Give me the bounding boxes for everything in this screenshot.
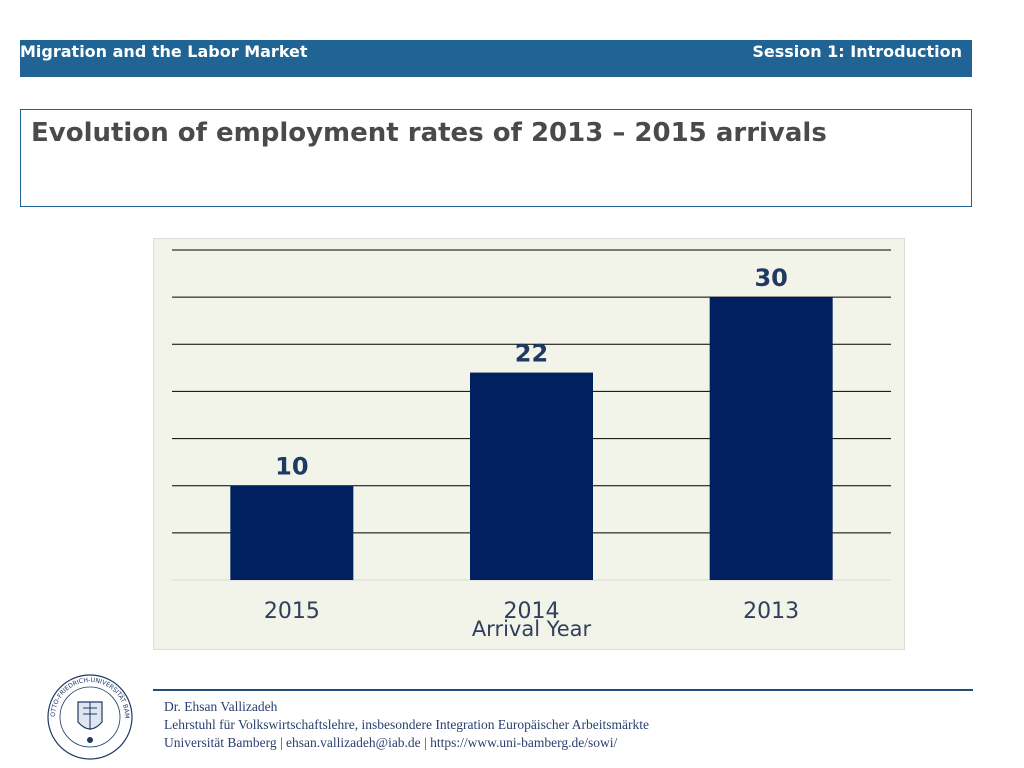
x-axis-label: Arrival Year xyxy=(472,617,592,641)
footer-author: Dr. Ehsan Vallizadeh xyxy=(164,699,278,714)
footer-divider xyxy=(153,689,973,691)
bar-chart: 10 2015 22 2014 30 2013 Arrival Year xyxy=(172,249,891,641)
footer-contact: Universität Bamberg | ehsan.vallizadeh@i… xyxy=(164,735,618,750)
bar-2013 xyxy=(709,297,833,580)
chart-area: 10 2015 22 2014 30 2013 Arrival Year xyxy=(153,238,905,650)
title-box: Evolution of employment rates of 2013 – … xyxy=(20,109,972,207)
header-bar: Migration and the Labor Market Session 1… xyxy=(20,40,972,77)
x-tick-label-2013: 2013 xyxy=(743,599,799,624)
bar-2014 xyxy=(470,372,593,580)
slide-title: Evolution of employment rates of 2013 – … xyxy=(31,118,827,148)
footer-text: Dr. Ehsan Vallizadeh Lehrstuhl für Volks… xyxy=(164,698,649,752)
session-title: Session 1: Introduction xyxy=(752,42,962,61)
university-seal-icon: OTTO-FRIEDRICH-UNIVERSITÄT BAMBERG xyxy=(45,672,133,760)
x-tick-label-2015: 2015 xyxy=(264,599,320,624)
x-tick-label-2014: 2014 xyxy=(504,599,560,624)
data-label-2013: 30 xyxy=(754,264,787,292)
footer-chair: Lehrstuhl für Volkswirtschaftslehre, ins… xyxy=(164,717,649,732)
data-label-2014: 22 xyxy=(515,340,548,368)
bar-2015 xyxy=(230,485,354,580)
course-title: Migration and the Labor Market xyxy=(20,42,308,61)
data-label-2015: 10 xyxy=(275,453,308,481)
